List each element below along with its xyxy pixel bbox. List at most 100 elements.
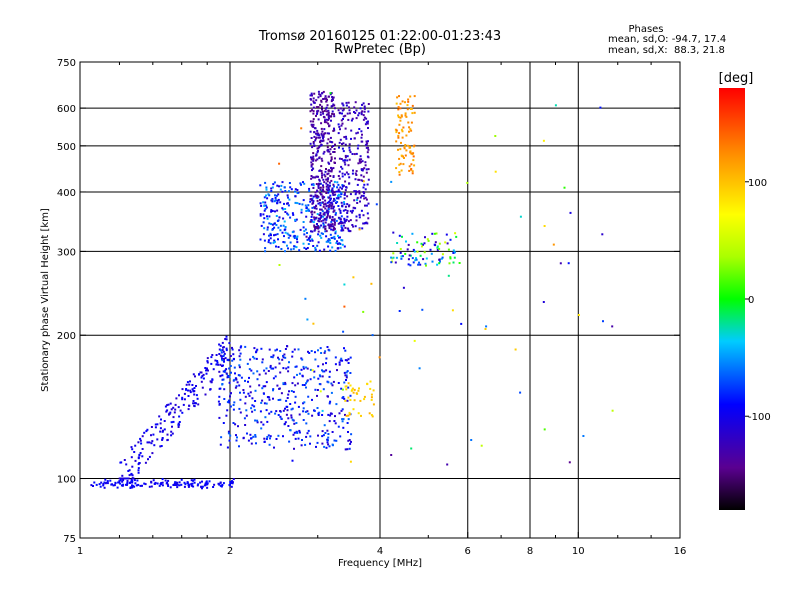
data-point bbox=[405, 149, 408, 152]
data-point bbox=[167, 403, 170, 406]
data-point bbox=[138, 453, 141, 456]
data-point bbox=[174, 403, 177, 406]
data-point bbox=[421, 308, 424, 311]
data-point bbox=[280, 392, 283, 395]
data-point bbox=[282, 208, 285, 211]
data-point bbox=[359, 161, 362, 164]
data-point bbox=[260, 421, 263, 424]
data-point bbox=[324, 97, 326, 100]
data-point bbox=[411, 257, 414, 260]
data-point bbox=[341, 359, 344, 362]
data-point bbox=[267, 370, 270, 372]
data-point bbox=[365, 121, 368, 124]
data-point bbox=[354, 193, 357, 196]
data-point bbox=[223, 370, 226, 373]
data-point bbox=[256, 421, 259, 424]
data-point bbox=[559, 262, 562, 265]
data-point bbox=[177, 406, 180, 409]
data-point bbox=[354, 172, 357, 175]
data-point bbox=[353, 388, 356, 391]
data-point bbox=[312, 322, 315, 325]
data-point bbox=[318, 169, 321, 172]
data-point bbox=[271, 210, 274, 212]
data-point bbox=[313, 135, 316, 138]
data-point bbox=[189, 391, 192, 394]
data-point bbox=[328, 188, 331, 191]
data-point bbox=[334, 363, 337, 366]
data-point bbox=[367, 178, 370, 181]
data-point bbox=[354, 101, 357, 104]
data-point bbox=[274, 349, 277, 352]
data-point bbox=[150, 442, 153, 445]
colorbar-tick-label: 0 bbox=[748, 295, 754, 306]
data-point bbox=[293, 245, 296, 248]
data-point bbox=[284, 383, 287, 386]
data-point bbox=[225, 414, 228, 417]
data-point bbox=[317, 106, 320, 109]
data-point bbox=[361, 110, 364, 113]
data-point bbox=[323, 150, 326, 153]
data-point bbox=[310, 220, 313, 223]
data-point bbox=[328, 215, 331, 218]
data-point bbox=[103, 481, 106, 484]
data-point bbox=[413, 164, 416, 167]
data-point bbox=[329, 194, 332, 197]
data-point bbox=[262, 385, 265, 388]
data-point bbox=[367, 217, 370, 220]
data-point bbox=[321, 442, 324, 445]
data-point bbox=[187, 484, 190, 487]
data-point bbox=[284, 208, 287, 210]
data-point bbox=[369, 387, 372, 390]
x-axis-label: Frequency [MHz] bbox=[338, 558, 422, 569]
data-point bbox=[346, 215, 349, 218]
data-point bbox=[232, 353, 235, 356]
data-point bbox=[305, 435, 308, 438]
data-point bbox=[349, 384, 352, 387]
data-point bbox=[148, 441, 151, 444]
data-point bbox=[425, 264, 427, 267]
data-point bbox=[183, 481, 186, 484]
data-point bbox=[268, 398, 271, 401]
data-point bbox=[156, 423, 159, 426]
data-point bbox=[399, 162, 402, 165]
data-point bbox=[266, 215, 268, 218]
data-point bbox=[281, 190, 284, 193]
data-point bbox=[331, 192, 334, 195]
data-point bbox=[267, 239, 270, 242]
data-point bbox=[331, 187, 334, 190]
data-point bbox=[187, 485, 190, 488]
data-point bbox=[282, 241, 285, 243]
data-point bbox=[274, 375, 277, 378]
data-point bbox=[330, 141, 333, 143]
data-point bbox=[319, 95, 322, 98]
data-point bbox=[300, 183, 302, 186]
data-point bbox=[392, 256, 395, 259]
data-point bbox=[291, 382, 294, 385]
data-point bbox=[343, 397, 346, 400]
data-point bbox=[170, 408, 173, 411]
data-point bbox=[344, 156, 347, 159]
data-point bbox=[368, 412, 371, 415]
data-point bbox=[293, 431, 296, 434]
data-point bbox=[215, 354, 218, 356]
data-point bbox=[364, 161, 367, 164]
data-point bbox=[259, 238, 262, 241]
data-point bbox=[174, 481, 177, 484]
data-point bbox=[402, 286, 405, 289]
data-point bbox=[118, 477, 121, 480]
data-point bbox=[404, 252, 407, 255]
data-point bbox=[298, 413, 301, 416]
data-point bbox=[215, 363, 218, 366]
data-point bbox=[300, 127, 303, 130]
data-point bbox=[339, 209, 342, 212]
data-point bbox=[334, 157, 336, 160]
data-point bbox=[298, 249, 301, 252]
data-point bbox=[256, 370, 259, 373]
data-point bbox=[236, 381, 239, 384]
data-point bbox=[296, 202, 299, 205]
data-point bbox=[358, 178, 361, 181]
data-point bbox=[327, 161, 330, 164]
data-point bbox=[404, 154, 407, 157]
data-point bbox=[178, 484, 181, 487]
data-point bbox=[170, 430, 173, 433]
